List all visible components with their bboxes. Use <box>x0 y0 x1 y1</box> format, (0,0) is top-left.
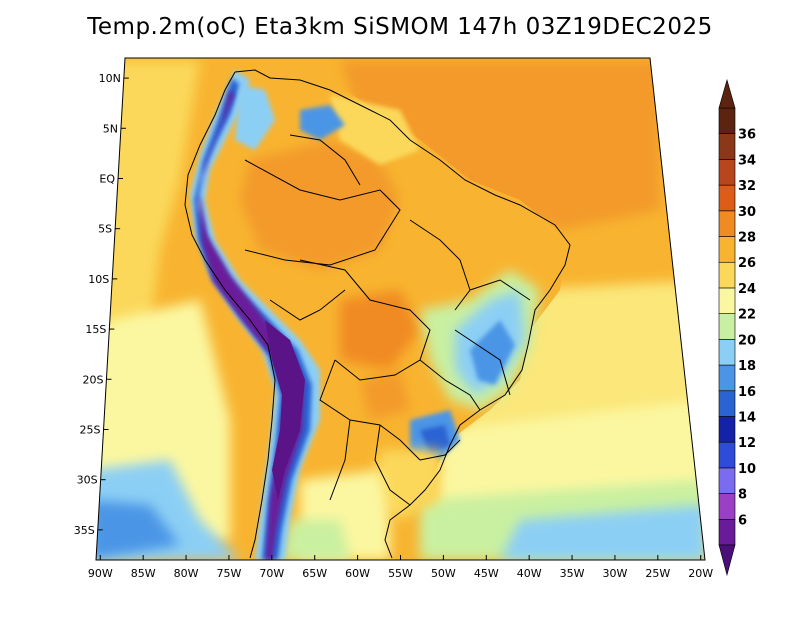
coastline-and-borders <box>184 69 571 559</box>
lat-tick-label: EQ <box>99 172 115 185</box>
colorbar-segment <box>718 210 736 237</box>
lon-tick-label: 85W <box>131 567 156 580</box>
lon-tick-label: 30W <box>602 567 627 580</box>
colorbar-tick-label: 16 <box>738 385 756 400</box>
chart-title: Temp.2m(oC) Eta3km SiSMOM 147h 03Z19DEC2… <box>87 14 713 40</box>
latitude-axis: 10N 5N EQ 5S 10S 15S 20S 25S 30S 35S <box>74 72 129 537</box>
lat-tick-label: 35S <box>74 524 95 537</box>
colorbar-tick-label: 24 <box>738 282 756 297</box>
colorbar-under-triangle <box>718 544 736 577</box>
colorbar-segment <box>718 313 736 340</box>
colorbar-tick-label: 36 <box>738 128 756 143</box>
colorbar-segment <box>718 390 736 417</box>
colorbar-segment <box>718 159 736 186</box>
colorbar-tick-label: 6 <box>738 513 747 528</box>
lat-tick-label: 10N <box>99 72 121 85</box>
colorbar-segment <box>718 467 736 494</box>
lon-tick-label: 90W <box>88 567 113 580</box>
colorbar-segment <box>718 133 736 160</box>
lon-tick-label: 45W <box>474 567 499 580</box>
colorbar-segment <box>718 441 736 469</box>
colorbar-segment <box>718 107 736 135</box>
colorbar-tick-label: 26 <box>738 256 756 271</box>
lon-tick-label: 70W <box>259 567 284 580</box>
colorbar: 6 8 10 12 14 16 18 20 22 24 26 28 30 32 34 36 <box>718 78 756 577</box>
map-frame <box>95 57 706 561</box>
lat-tick-label: 20S <box>82 373 103 386</box>
colorbar-tick-label: 10 <box>738 462 756 477</box>
lat-tick-label: 5S <box>98 223 112 236</box>
lon-tick-label: 40W <box>517 567 542 580</box>
lon-tick-label: 35W <box>560 567 585 580</box>
colorbar-tick-label: 32 <box>738 179 756 194</box>
colorbar-segment <box>718 261 736 289</box>
lon-tick-label: 55W <box>388 567 413 580</box>
lat-tick-label: 25S <box>80 423 101 436</box>
lon-tick-label: 20W <box>688 567 713 580</box>
colorbar-segment <box>718 493 736 520</box>
colorbar-tick-label: 22 <box>738 308 756 323</box>
lon-tick-label: 75W <box>217 567 242 580</box>
colorbar-segment <box>718 518 736 546</box>
colorbar-tick-label: 12 <box>738 436 756 451</box>
lat-tick-label: 5N <box>103 122 118 135</box>
colorbar-tick-label: 14 <box>738 410 756 425</box>
lon-tick-label: 25W <box>645 567 670 580</box>
longitude-axis: 90W 85W 80W 75W 70W 65W 60W 55W 50W 45W 40W 35W 30W 2… <box>88 555 713 580</box>
colorbar-tick-label: 30 <box>738 205 756 220</box>
colorbar-over-triangle <box>718 78 736 109</box>
lon-tick-label: 60W <box>345 567 370 580</box>
colorbar-segment <box>718 339 736 366</box>
colorbar-tick-label: 18 <box>738 359 756 374</box>
colorbar-tick-label: 8 <box>738 488 747 503</box>
colorbar-segment <box>718 184 736 212</box>
colorbar-segment <box>718 416 736 443</box>
temperature-field <box>96 58 705 560</box>
colorbar-tick-label: 20 <box>738 333 756 348</box>
colorbar-segment <box>718 236 736 263</box>
colorbar-tick-label: 28 <box>738 231 756 246</box>
colorbar-segment <box>718 364 736 392</box>
colorbar-tick-label: 34 <box>738 153 756 168</box>
lon-tick-label: 65W <box>302 567 327 580</box>
lon-tick-label: 80W <box>174 567 199 580</box>
lat-tick-label: 15S <box>85 323 106 336</box>
lat-tick-label: 10S <box>88 273 109 286</box>
lat-tick-label: 30S <box>77 474 98 487</box>
colorbar-segment <box>718 287 736 314</box>
lon-tick-label: 50W <box>431 567 456 580</box>
